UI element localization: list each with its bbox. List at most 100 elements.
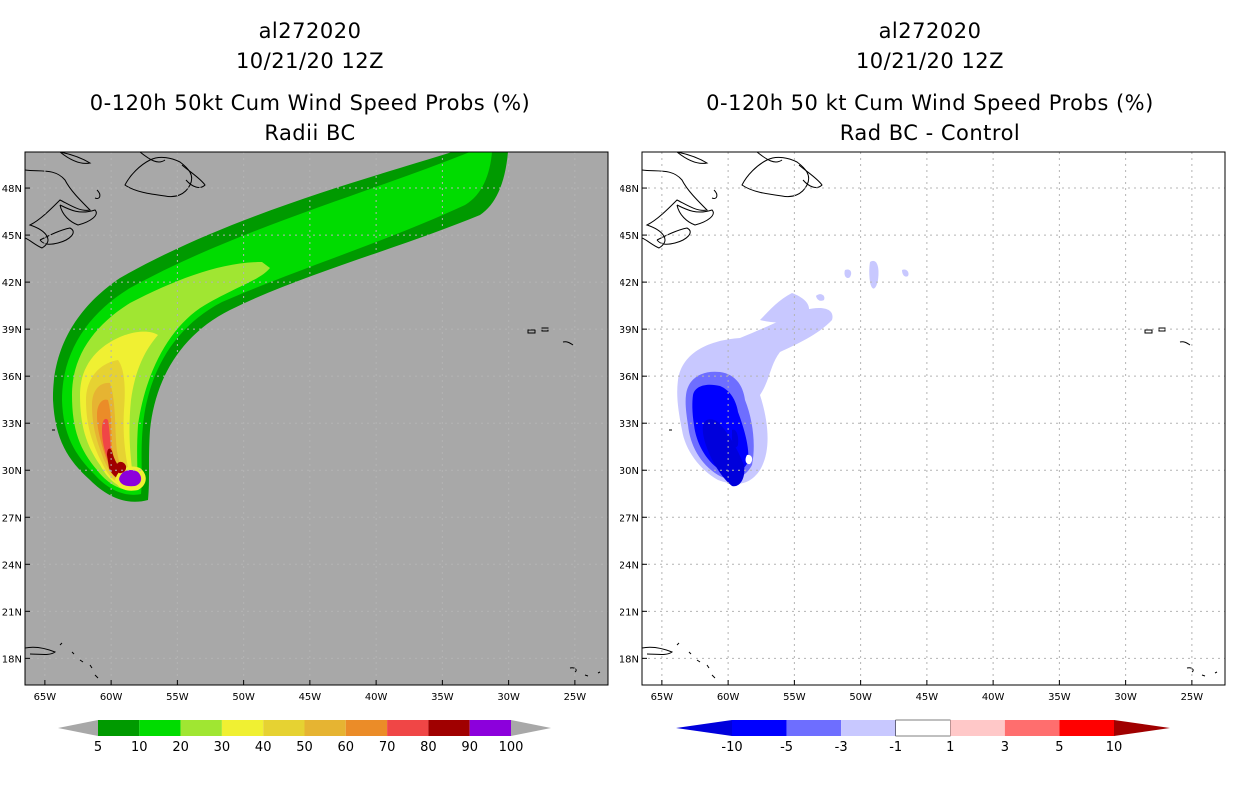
colorbar-swatch — [180, 720, 222, 736]
diff-contour-neg10-b — [732, 429, 739, 448]
colorbar-swatch — [841, 720, 896, 736]
colorbar-swatch — [469, 720, 511, 736]
colorbar-label: 3 — [1001, 740, 1009, 755]
colorbar-over-arrow — [1114, 720, 1170, 736]
colorbar-swatch — [1004, 720, 1060, 736]
colorbar-swatch — [786, 720, 842, 736]
lat-tick-label: 30N — [620, 466, 639, 477]
lat-tick-label: 42N — [2, 278, 22, 289]
lon-tick-label: 50W — [232, 692, 255, 703]
lon-tick-label: 35W — [1048, 692, 1071, 703]
prob-contour-70 — [102, 418, 127, 480]
colorbar-swatch — [428, 720, 470, 736]
right-map-chart: 65W 60W 55W 50W 45W 40W 35W 30W 25W 48N 45N 42N 39N 3… — [620, 151, 1226, 755]
lat-tick-label: 21N — [2, 607, 22, 618]
lat-tick-label: 33N — [620, 419, 639, 430]
colorbar-label: 5 — [1055, 740, 1063, 755]
diff-contour-neg1-f — [816, 294, 825, 301]
colorbar-swatch — [345, 720, 388, 736]
colorbar-swatch — [98, 720, 140, 736]
lon-tick-label: 55W — [166, 692, 189, 703]
left-axis-ticks: 65W 60W 55W 50W 45W 40W 35W 30W 25W 48N 45N 42N 39N 3… — [2, 184, 587, 703]
lon-tick-label: 40W — [982, 692, 1005, 703]
lat-tick-label: 42N — [620, 278, 639, 289]
lat-tick-label: 27N — [620, 513, 639, 524]
left-coastlines — [25, 152, 601, 679]
lon-tick-label: 30W — [497, 692, 520, 703]
prob-contour-90 — [116, 461, 127, 474]
lat-tick-label: 30N — [2, 466, 22, 477]
lat-tick-label: 27N — [2, 513, 22, 524]
right-title-storm: al272020 — [878, 19, 982, 43]
right-title-product: 0-120h 50 kt Cum Wind Speed Probs (%) — [706, 91, 1154, 115]
colorbar-label: 10 — [1106, 740, 1123, 755]
colorbar-label: 50 — [296, 740, 313, 755]
colorbar-under-arrow — [676, 720, 732, 736]
colorbar-swatch — [139, 720, 181, 736]
lat-tick-label: 24N — [2, 560, 22, 571]
colorbar-label: 70 — [379, 740, 396, 755]
left-colorbar: 5 10 20 30 40 50 60 70 80 90 100 — [58, 720, 551, 755]
lat-tick-label: 36N — [620, 372, 639, 383]
lon-tick-label: 65W — [651, 692, 674, 703]
right-coastlines — [642, 152, 1218, 679]
right-panel-title: al272020 10/21/20 12Z 0-120h 50 kt Cum W… — [640, 16, 1220, 148]
lat-tick-label: 18N — [620, 654, 639, 665]
prob-contour-10 — [62, 152, 492, 495]
lon-tick-label: 55W — [783, 692, 806, 703]
left-title-subtitle: Radii BC — [264, 121, 356, 145]
colorbar-swatch — [221, 720, 264, 736]
lon-tick-label: 45W — [299, 692, 322, 703]
prob-contour-core — [119, 470, 142, 487]
colorbar-label: 100 — [499, 740, 524, 755]
colorbar-over-arrow — [511, 720, 551, 736]
colorbar-label: -3 — [835, 740, 848, 755]
left-map-frame — [24, 151, 609, 686]
lat-tick-label: 18N — [2, 654, 22, 665]
lon-tick-label: 30W — [1114, 692, 1137, 703]
lat-tick-label: 48N — [2, 184, 22, 195]
lon-tick-label: 50W — [849, 692, 872, 703]
colorbar-label: 40 — [255, 740, 272, 755]
right-map-frame — [641, 151, 1226, 686]
lat-tick-label: 39N — [2, 325, 22, 336]
right-gridlines — [642, 152, 1225, 685]
lon-tick-label: 40W — [365, 692, 388, 703]
colorbar-swatch — [263, 720, 305, 736]
lat-tick-label: 21N — [620, 607, 639, 618]
left-title-date: 10/21/20 12Z — [235, 49, 385, 73]
left-map-chart: 65W 60W 55W 50W 45W 40W 35W 30W 25W 48N 45N 42N 39N 3… — [2, 151, 609, 755]
right-title-subtitle: Rad BC - Control — [839, 121, 1021, 145]
lat-tick-label: 36N — [2, 372, 22, 383]
colorbar-swatch — [950, 720, 1005, 736]
lat-tick-label: 33N — [2, 419, 22, 430]
right-colorbar: -10 -5 -3 -1 1 3 5 10 — [676, 719, 1170, 755]
lat-tick-label: 45N — [620, 231, 639, 242]
colorbar-label: -10 — [721, 740, 742, 755]
lat-tick-label: 24N — [620, 560, 639, 571]
left-panel-title: al272020 10/21/20 12Z 0-120h 50kt Cum Wi… — [20, 16, 600, 148]
lat-tick-label: 48N — [620, 184, 639, 195]
lon-tick-label: 45W — [916, 692, 939, 703]
colorbar-label: 10 — [131, 740, 148, 755]
colorbar-label: 30 — [214, 740, 231, 755]
left-title-storm: al272020 — [258, 19, 362, 43]
colorbar-label: 60 — [338, 740, 355, 755]
colorbar-under-arrow — [58, 720, 98, 736]
left-title-product: 0-120h 50kt Cum Wind Speed Probs (%) — [89, 91, 531, 115]
colorbar-swatch — [732, 720, 787, 736]
lon-tick-label: 60W — [717, 692, 740, 703]
colorbar-label: 1 — [946, 740, 954, 755]
colorbar-swatch — [1059, 720, 1114, 736]
diff-contour-neg1-e — [902, 269, 909, 277]
lon-tick-label: 25W — [564, 692, 587, 703]
diff-contour-neg1-b — [760, 293, 810, 323]
colorbar-label: 20 — [172, 740, 189, 755]
colorbar-label: -5 — [780, 740, 793, 755]
colorbar-swatch — [895, 719, 951, 737]
lon-tick-label: 65W — [34, 692, 57, 703]
right-axis-ticks: 65W 60W 55W 50W 45W 40W 35W 30W 25W 48N 45N 42N 39N 3… — [620, 184, 1203, 703]
colorbar-swatch — [387, 720, 429, 736]
left-gridlines — [25, 152, 608, 685]
lon-tick-label: 35W — [431, 692, 454, 703]
